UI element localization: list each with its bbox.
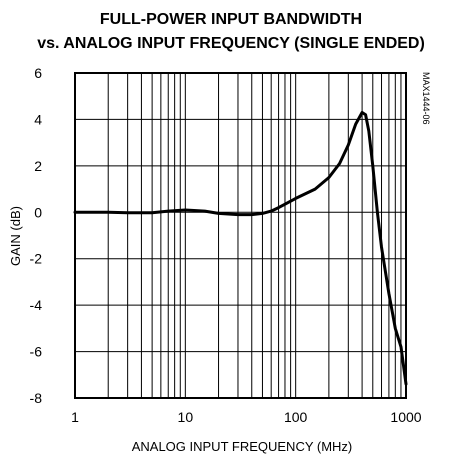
y-tick-label: 6 [34,65,42,81]
chart-title-line1: FULL-POWER INPUT BANDWIDTH [100,11,362,28]
grid [75,73,406,398]
y-tick-label: -2 [30,251,43,267]
y-tick-label: -8 [30,390,43,406]
y-axis-label: GAIN (dB) [8,206,23,266]
y-tick-label: 4 [34,111,42,127]
chart-title-line2: vs. ANALOG INPUT FREQUENCY (SINGLE ENDED… [37,35,425,52]
y-tick-label: 0 [34,204,42,220]
x-tick-label: 100 [284,409,308,425]
gain-series-line [73,111,408,386]
y-tick-label: 2 [34,158,42,174]
y-tick-label: -4 [30,297,43,313]
x-tick-label: 10 [178,409,194,425]
x-tick-label: 1 [71,409,79,425]
plot-frame [74,72,407,399]
series-layer [73,111,408,386]
tick-labels: 1 10 100 1000 6 4 2 0 -2 -4 -6 -8 [30,65,422,425]
x-tick-label: 1000 [390,409,421,425]
x-axis-label: ANALOG INPUT FREQUENCY (MHz) [132,439,353,454]
y-tick-label: -6 [30,344,43,360]
figure-code: MAX1444-06 [421,72,431,125]
